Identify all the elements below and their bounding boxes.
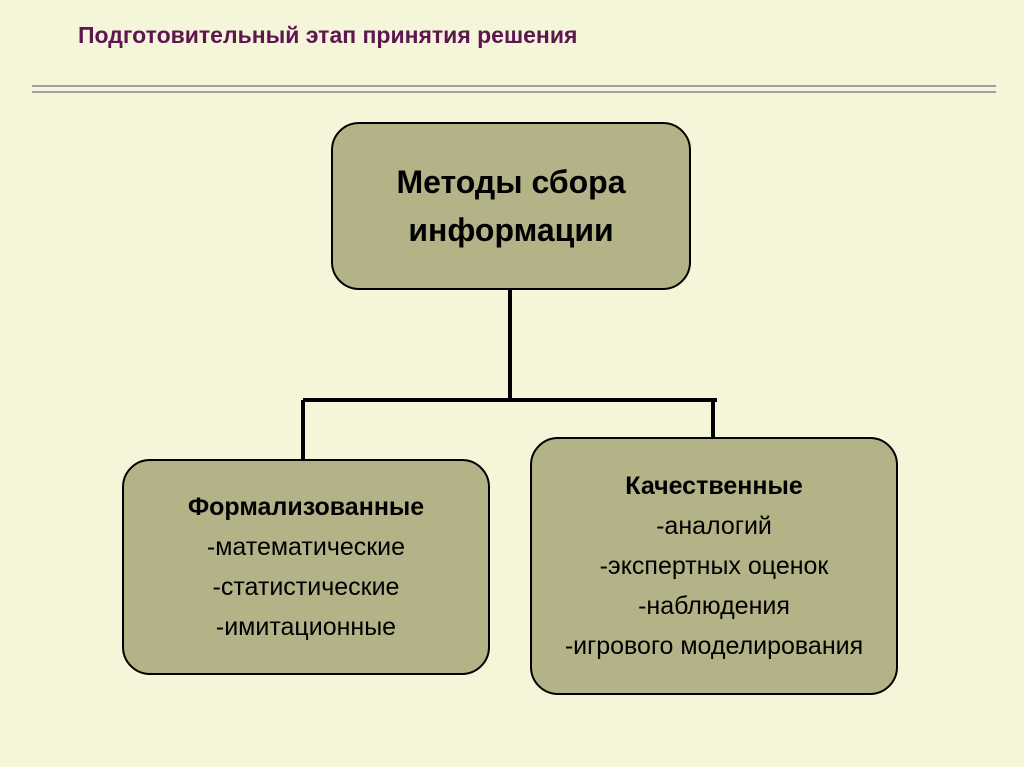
node-root-line-1: информации <box>408 206 613 254</box>
slide: Подготовительный этап принятия решения М… <box>0 0 1024 767</box>
connector-drop-right <box>711 400 715 437</box>
node-left-item-0: -математические <box>207 527 405 567</box>
divider-line-top <box>32 85 996 87</box>
node-left: Формализованные -математические -статист… <box>122 459 490 675</box>
node-right: Качественные -аналогий -экспертных оцено… <box>530 437 898 695</box>
node-right-heading: Качественные <box>625 466 802 506</box>
connector-drop-left <box>301 400 305 459</box>
connector-hbar <box>303 398 717 402</box>
node-root-line-0: Методы сбора <box>397 158 626 206</box>
node-root: Методы сбора информации <box>331 122 691 290</box>
node-left-heading: Формализованные <box>188 487 424 527</box>
node-right-item-3: -игрового моделирования <box>565 626 863 666</box>
node-right-item-0: -аналогий <box>656 506 772 546</box>
node-left-item-1: -статистические <box>213 567 400 607</box>
page-title: Подготовительный этап принятия решения <box>78 22 577 49</box>
node-right-item-2: -наблюдения <box>638 586 790 626</box>
divider-line-bottom <box>32 91 996 93</box>
node-right-item-1: -экспертных оценок <box>600 546 829 586</box>
connector-trunk <box>508 290 512 400</box>
node-left-item-2: -имитационные <box>216 607 396 647</box>
